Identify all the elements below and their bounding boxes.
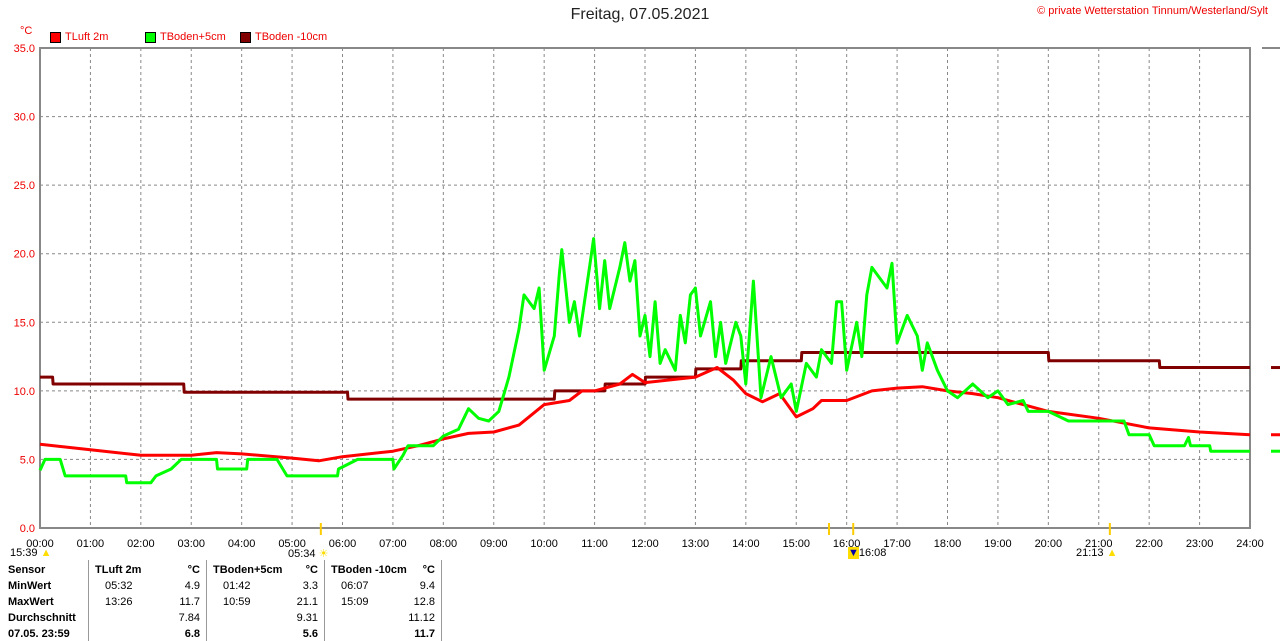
x-tick-label: 15:00	[782, 538, 810, 550]
x-tick-label: 04:00	[228, 538, 256, 550]
plot-area: 0.0 5.0 10.0 15.0 20.0 25.0 30.0 35.0 00:00 01:00…	[14, 43, 1280, 550]
series-line-tboden-5cm	[38, 237, 1250, 485]
stat-time: 15:09	[341, 596, 369, 608]
x-tick-label: 07:00	[379, 538, 407, 550]
y-tick-label: 5.0	[20, 454, 35, 466]
stat-value: 9.4	[419, 580, 435, 592]
x-tick-label: 09:00	[480, 538, 508, 550]
y-tick-label: 30.0	[14, 112, 35, 124]
x-tick-label: 21:00	[1085, 538, 1113, 550]
y-tick-label: 20.0	[14, 249, 35, 261]
x-tick-label: 23:00	[1186, 538, 1214, 550]
moonrise-marker: 15:39 ▲	[10, 547, 51, 559]
x-tick-label: 22:00	[1135, 538, 1163, 550]
x-tick-label: 11:00	[581, 538, 608, 550]
x-tick-label: 19:00	[984, 538, 1012, 550]
stat-value: 4.9	[184, 580, 200, 592]
legend-item-tboden5: TBoden+5cm	[145, 31, 226, 43]
row-label: MaxWert	[8, 596, 54, 608]
legend-item-tboden10: TBoden -10cm	[240, 31, 327, 43]
legend-swatch	[240, 31, 251, 43]
x-tick-label: 10:00	[530, 538, 558, 550]
stat-value: 11.7	[179, 596, 200, 608]
unit-header: °C	[187, 564, 200, 576]
stat-value: 5.6	[302, 628, 318, 640]
series-line-tboden-10cm	[40, 351, 1250, 401]
stat-value: 21.1	[296, 596, 318, 608]
stat-time: 10:59	[223, 596, 251, 608]
x-tick-label: 01:00	[77, 538, 105, 550]
copyright-text: private Wetterstation Tinnum/Westerland/…	[1048, 5, 1268, 17]
x-tick-label: 20:00	[1035, 538, 1063, 550]
divider	[441, 560, 442, 641]
stat-value: 7.84	[178, 612, 200, 624]
sensor-header: TLuft 2m	[95, 564, 142, 576]
stat-time: 05:32	[105, 580, 133, 592]
copyright-symbol: ©	[1037, 5, 1046, 17]
x-tick-label: 00:00	[26, 538, 54, 550]
x-tick-label: 24:00	[1236, 538, 1264, 550]
sensor-header: TBoden+5cm	[213, 564, 283, 576]
x-tick-label: 06:00	[329, 538, 357, 550]
x-tick-label: 17:00	[883, 538, 911, 550]
sunrise-time: 05:34	[288, 548, 316, 560]
stat-value: 12.8	[413, 596, 435, 608]
stat-time: 13:26	[105, 596, 133, 608]
x-tick-label: 14:00	[732, 538, 760, 550]
stat-value: 9.31	[296, 612, 318, 624]
row-label: Durchschnitt	[8, 612, 76, 624]
x-tick-label: 12:00	[631, 538, 659, 550]
stat-value: 6.8	[184, 628, 200, 640]
y-axis-unit: °C	[20, 25, 33, 37]
legend-item-tluft: TLuft 2m	[50, 31, 108, 43]
moon-icon: ▲	[40, 547, 52, 559]
chart-title: Freitag, 07.05.2021	[570, 6, 710, 23]
stat-time: 01:42	[223, 580, 251, 592]
row-label: MinWert	[8, 580, 52, 592]
unit-header: °C	[305, 564, 318, 576]
sunrise-marker: 05:34 ☀	[288, 547, 328, 560]
row-label: 07.05. 23:59	[8, 628, 70, 640]
x-tick-label: 08:00	[430, 538, 458, 550]
legend-label: TBoden -10cm	[255, 31, 328, 43]
legend-label: TLuft 2m	[65, 31, 109, 43]
y-tick-label: 10.0	[14, 386, 35, 398]
x-tick-label: 18:00	[934, 538, 962, 550]
legend-label: TBoden+5cm	[160, 31, 226, 43]
stat-time: 06:07	[341, 580, 369, 592]
divider	[206, 560, 207, 641]
plot-frame	[39, 47, 1251, 529]
sunset-time: 21:13	[1076, 547, 1104, 559]
y-tick-label: 25.0	[14, 180, 35, 192]
x-tick-label: 03:00	[177, 538, 205, 550]
legend-swatch	[50, 31, 61, 43]
copyright: © private Wetterstation Tinnum/Westerlan…	[1037, 5, 1268, 17]
y-tick-label: 15.0	[14, 317, 35, 329]
sensor-header: TBoden -10cm	[331, 564, 407, 576]
x-tick-label: 02:00	[127, 538, 155, 550]
moonset-time: 16:08	[858, 547, 887, 559]
divider	[88, 560, 89, 641]
y-tick-label: 35.0	[14, 43, 35, 55]
stat-value: 11.12	[408, 612, 435, 624]
moonset-marker: ▼16:08	[848, 547, 886, 559]
moon-set-icon: ▼	[848, 547, 859, 559]
x-tick-label: 13:00	[682, 538, 710, 550]
sunset-icon: ▲	[1106, 547, 1118, 559]
sun-icon: ☀	[318, 548, 329, 560]
stats-header: Sensor	[8, 564, 46, 576]
stat-value: 11.7	[414, 628, 435, 640]
moonrise-time: 15:39	[10, 547, 38, 559]
y-tick-label: 0.0	[20, 523, 35, 535]
divider	[324, 560, 325, 641]
unit-header: °C	[422, 564, 435, 576]
sunset-marker: 21:13 ▲	[1076, 547, 1117, 559]
legend-swatch	[145, 31, 156, 43]
x-tick-label: 05:00	[278, 538, 306, 550]
stat-value: 3.3	[302, 580, 318, 592]
